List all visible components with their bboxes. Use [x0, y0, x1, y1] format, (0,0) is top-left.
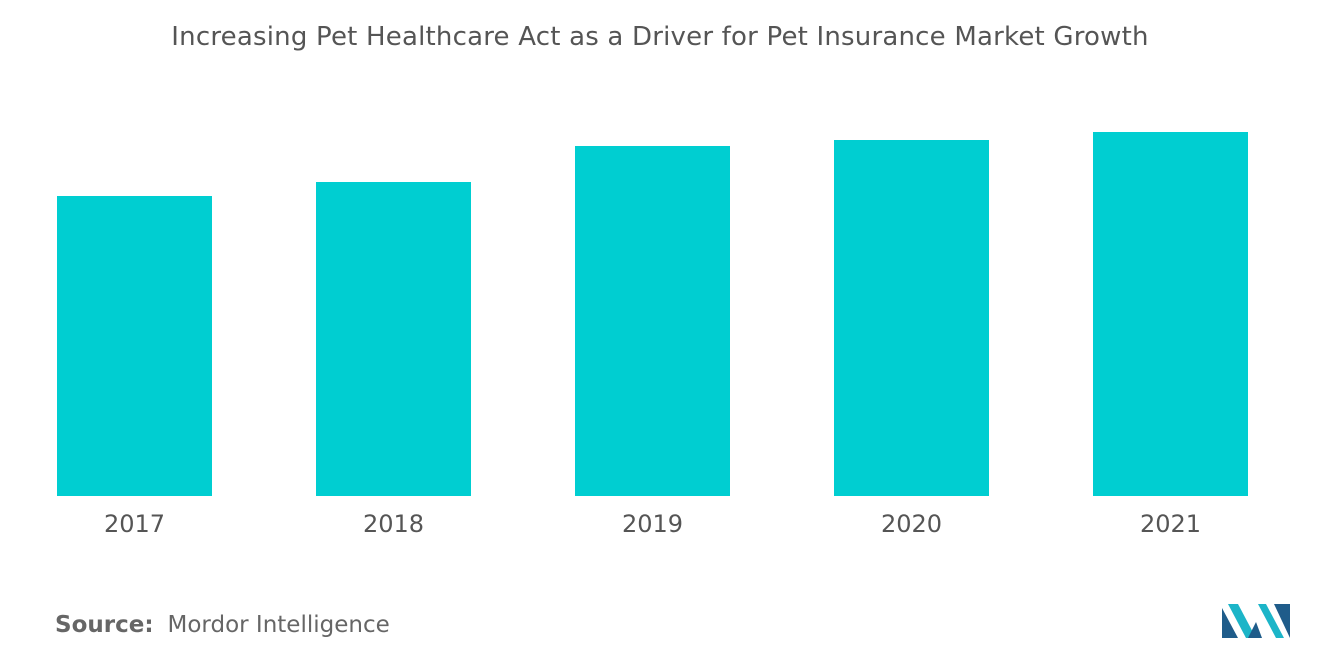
- source-label: Source:: [55, 612, 154, 638]
- source-text: Mordor Intelligence: [167, 612, 390, 638]
- source-note: Source: Mordor Intelligence: [55, 612, 390, 638]
- x-tick-label-2018: 2018: [363, 510, 424, 538]
- bar-2019: [575, 146, 730, 496]
- x-tick-label-2020: 2020: [881, 510, 942, 538]
- bar-2018: [316, 182, 471, 496]
- bar-2017: [57, 196, 212, 496]
- bar-2021: [1093, 132, 1248, 496]
- mordor-intelligence-logo-icon: [1222, 604, 1290, 638]
- x-tick-label-2017: 2017: [104, 510, 165, 538]
- x-tick-label-2019: 2019: [622, 510, 683, 538]
- chart-title: Increasing Pet Healthcare Act as a Drive…: [171, 22, 1149, 52]
- x-tick-label-2021: 2021: [1140, 510, 1201, 538]
- bar-2020: [834, 140, 989, 496]
